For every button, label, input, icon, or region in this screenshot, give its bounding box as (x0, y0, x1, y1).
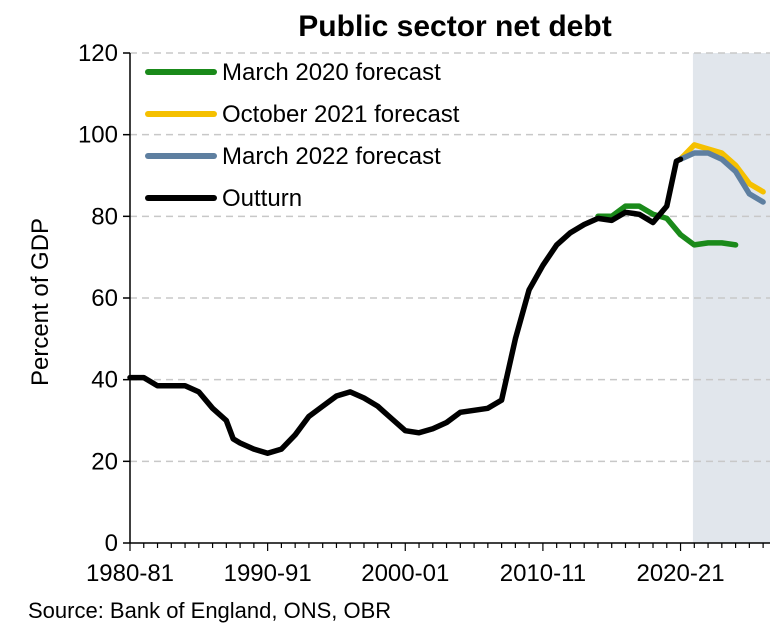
series-line-2 (677, 150, 766, 205)
series-line-1 (677, 142, 766, 195)
y-tick-label-120: 120 (78, 40, 118, 67)
y-tick-label-40: 40 (91, 367, 118, 394)
legend-label-2: March 2022 forecast (222, 143, 441, 170)
y-tick-label-0: 0 (105, 530, 118, 557)
y-tick-labels: 0 20 40 60 80 100 120 (78, 40, 118, 557)
y-tick-label-80: 80 (91, 203, 118, 230)
x-tick-label-1990: 1990-91 (224, 560, 312, 587)
series-line-3 (127, 156, 684, 456)
legend: March 2020 forecast October 2021 forecast… (145, 59, 460, 212)
x-tick-label-1980: 1980-81 (86, 560, 174, 587)
chart-title: Public sector net debt (298, 10, 611, 43)
x-tick-label-2000: 2000-01 (361, 560, 449, 587)
axes (123, 52, 770, 551)
legend-label-1: October 2021 forecast (222, 101, 460, 128)
legend-label-0: March 2020 forecast (222, 59, 441, 86)
series-lines (127, 142, 766, 456)
y-axis-label: Percent of GDP (27, 218, 54, 386)
series-line-0 (595, 203, 739, 248)
x-tick-label-2010: 2010-11 (500, 560, 586, 587)
x-tick-label-2020: 2020-21 (636, 560, 724, 587)
x-tick-labels: 1980-81 1990-91 2000-01 2010-11 2020-21 (86, 560, 725, 587)
source-note: Source: Bank of England, ONS, OBR (28, 598, 391, 623)
legend-label-3: Outturn (222, 185, 302, 212)
y-tick-label-20: 20 (91, 448, 118, 475)
y-tick-label-100: 100 (78, 122, 118, 149)
y-tick-label-60: 60 (91, 285, 118, 312)
